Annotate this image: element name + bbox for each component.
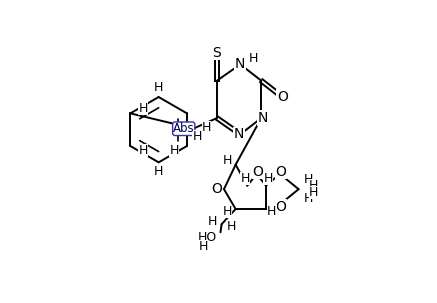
Text: H: H — [170, 144, 179, 157]
Text: H: H — [198, 240, 208, 253]
Text: H: H — [240, 172, 250, 185]
Text: H: H — [249, 52, 258, 65]
Text: S: S — [212, 46, 221, 60]
Text: H: H — [309, 179, 319, 192]
Text: H: H — [154, 81, 163, 94]
Text: H: H — [139, 144, 148, 157]
Text: H: H — [192, 130, 202, 143]
Text: H: H — [303, 173, 312, 186]
Text: H: H — [303, 192, 312, 205]
Text: O: O — [212, 182, 222, 196]
Text: N: N — [234, 127, 244, 142]
Text: H: H — [264, 172, 273, 185]
Text: H: H — [309, 186, 319, 199]
Text: H: H — [223, 205, 232, 218]
Text: O: O — [276, 200, 287, 214]
Text: H: H — [267, 205, 277, 218]
Text: H: H — [139, 102, 148, 115]
Text: N: N — [257, 111, 267, 125]
Text: H: H — [154, 165, 163, 178]
Text: H: H — [226, 220, 236, 233]
Text: H: H — [223, 154, 232, 167]
Text: HO: HO — [198, 231, 217, 244]
Text: N: N — [235, 57, 246, 72]
Text: O: O — [277, 90, 288, 104]
Text: Abs: Abs — [173, 122, 194, 135]
Text: O: O — [252, 165, 263, 179]
Text: H: H — [202, 121, 211, 134]
FancyBboxPatch shape — [173, 122, 195, 135]
Text: H: H — [208, 215, 217, 228]
Text: O: O — [276, 165, 287, 179]
